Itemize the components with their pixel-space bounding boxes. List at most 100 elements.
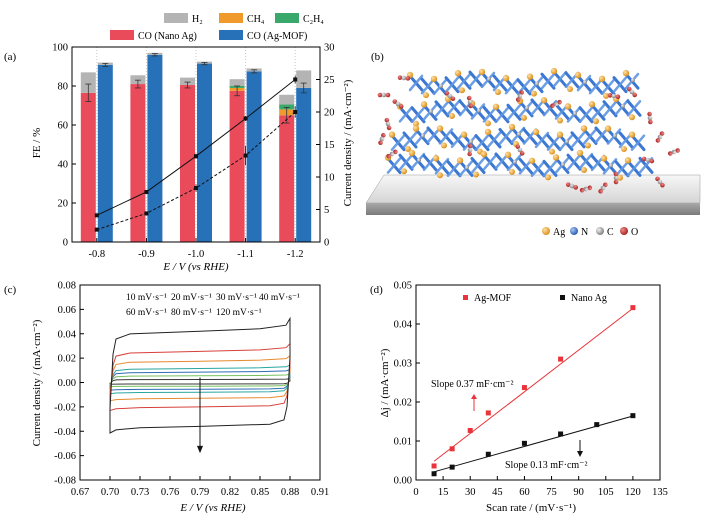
c-atom bbox=[600, 185, 606, 191]
ag-atom bbox=[478, 68, 486, 76]
x-tick-label: -1.1 bbox=[237, 249, 254, 260]
o-atom bbox=[466, 95, 472, 101]
co2-molecule bbox=[641, 156, 655, 164]
x-tick-label: 120 bbox=[625, 487, 641, 498]
ag-atom bbox=[556, 131, 564, 138]
panel-b-label: (b) bbox=[371, 51, 384, 63]
legend-swatch-c2h4 bbox=[275, 13, 299, 23]
co2-molecule bbox=[655, 131, 665, 143]
legend-label-ag-mof: Ag-MOF bbox=[474, 293, 512, 304]
o-atom bbox=[573, 185, 579, 190]
linker-bond bbox=[446, 98, 462, 116]
co2-molecule bbox=[444, 91, 456, 101]
x-tick-label: 75 bbox=[546, 487, 557, 498]
x-tick-label: 0.88 bbox=[281, 487, 299, 498]
y2-tick-label: 30 bbox=[324, 43, 335, 54]
y2-tick-label: 15 bbox=[324, 140, 335, 151]
bar-nano-ag-h2 bbox=[229, 79, 245, 86]
co2-molecule bbox=[626, 86, 638, 98]
co2-molecule bbox=[515, 144, 525, 156]
co2-molecule bbox=[565, 182, 579, 190]
c-atom bbox=[385, 121, 391, 127]
y-tick-label: 80 bbox=[58, 82, 69, 93]
o-atom bbox=[655, 138, 661, 143]
c-atom bbox=[671, 149, 677, 155]
y-tick-label: 0.02 bbox=[394, 398, 412, 409]
ag-atom bbox=[564, 103, 572, 110]
data-point-ag-mof bbox=[449, 446, 455, 452]
data-point-ag-mof bbox=[630, 305, 636, 311]
o-atom bbox=[519, 151, 525, 156]
y-tick-label: 20 bbox=[58, 199, 69, 210]
panel-c: (c) -0.08 -0.06 -0.04 -0.02 0.00 0.02 0.04 0.06… bbox=[4, 281, 329, 515]
bar-nano-ag-co bbox=[130, 84, 146, 242]
current-density-point bbox=[144, 189, 149, 194]
ag-atom bbox=[526, 73, 534, 80]
c-atom bbox=[621, 104, 625, 109]
linker-bond bbox=[474, 134, 490, 151]
linker-bond bbox=[612, 76, 628, 93]
co2-molecule bbox=[466, 95, 474, 109]
c-atom bbox=[395, 101, 401, 107]
legend-scan-40: 40 mV·s⁻¹ bbox=[259, 293, 300, 303]
x-tick-label: 135 bbox=[652, 487, 668, 498]
c-atom bbox=[417, 158, 421, 163]
x-tick-label: 0.70 bbox=[101, 487, 119, 498]
structure-legend-n: N bbox=[581, 227, 588, 238]
bar-nano-ag-co bbox=[279, 115, 295, 242]
c-atom bbox=[657, 179, 663, 185]
atom-n-icon bbox=[570, 227, 578, 235]
c-atom bbox=[657, 134, 663, 140]
atom-ag-icon bbox=[542, 227, 550, 235]
o-atom bbox=[381, 132, 386, 138]
o-atom bbox=[648, 119, 653, 125]
ag-atom bbox=[449, 113, 455, 120]
ag-atom bbox=[436, 125, 444, 132]
ag-atom bbox=[420, 101, 428, 108]
linker-bond bbox=[446, 160, 462, 178]
ag-atom bbox=[412, 125, 420, 132]
c-atom bbox=[513, 159, 517, 164]
ag-atom bbox=[552, 154, 560, 161]
co2-molecule bbox=[647, 111, 653, 125]
c-atom bbox=[573, 111, 577, 116]
o-atom bbox=[384, 117, 390, 123]
c-atom bbox=[439, 83, 443, 88]
linker-bond bbox=[530, 160, 546, 178]
legend-label-ch4: CH₄ bbox=[247, 14, 265, 25]
ag-mof-framework bbox=[384, 67, 654, 181]
linker-bond bbox=[570, 131, 586, 149]
x-tick-label: 15 bbox=[438, 487, 449, 498]
y-tick-label: 0.04 bbox=[58, 329, 77, 340]
linker-bond bbox=[582, 128, 598, 145]
ag-atom bbox=[405, 145, 411, 152]
ag-atom bbox=[509, 168, 515, 175]
scan-rate-arrowhead bbox=[197, 445, 203, 454]
o-atom bbox=[386, 125, 392, 131]
ag-atom bbox=[621, 145, 627, 152]
linker-bond bbox=[486, 131, 502, 149]
cv-curve-10 bbox=[109, 378, 291, 385]
o-atom bbox=[557, 99, 562, 105]
linker-bond bbox=[482, 153, 498, 171]
ag-atom bbox=[540, 97, 548, 104]
co2-molecule bbox=[515, 90, 525, 102]
o-atom bbox=[647, 111, 652, 117]
linker-bond bbox=[602, 100, 618, 118]
structure-legend-o: O bbox=[631, 227, 638, 238]
bar-nano-ag-co bbox=[180, 85, 195, 243]
ag-atom bbox=[495, 89, 501, 96]
data-point-ag-mof bbox=[431, 463, 437, 469]
panel-c-label: (c) bbox=[4, 284, 17, 296]
y-tick-label: 0.02 bbox=[58, 354, 76, 365]
ag-atom bbox=[388, 131, 396, 138]
data-point-nano-ag bbox=[558, 431, 564, 437]
o-atom bbox=[613, 171, 619, 177]
ag-atom bbox=[629, 114, 635, 121]
cv-curve-40 bbox=[109, 364, 291, 395]
slope-annotation-nano-ag: Slope 0.13 mF·cm⁻² bbox=[505, 460, 587, 471]
panel-a: (a) H₂ CH₄ C₂H₄ CO (Nano Ag) CO (Ag-MOF)… bbox=[4, 13, 354, 273]
y2-tick-label: 25 bbox=[324, 75, 335, 86]
o-atom bbox=[397, 75, 403, 80]
ag-atom bbox=[441, 142, 447, 149]
